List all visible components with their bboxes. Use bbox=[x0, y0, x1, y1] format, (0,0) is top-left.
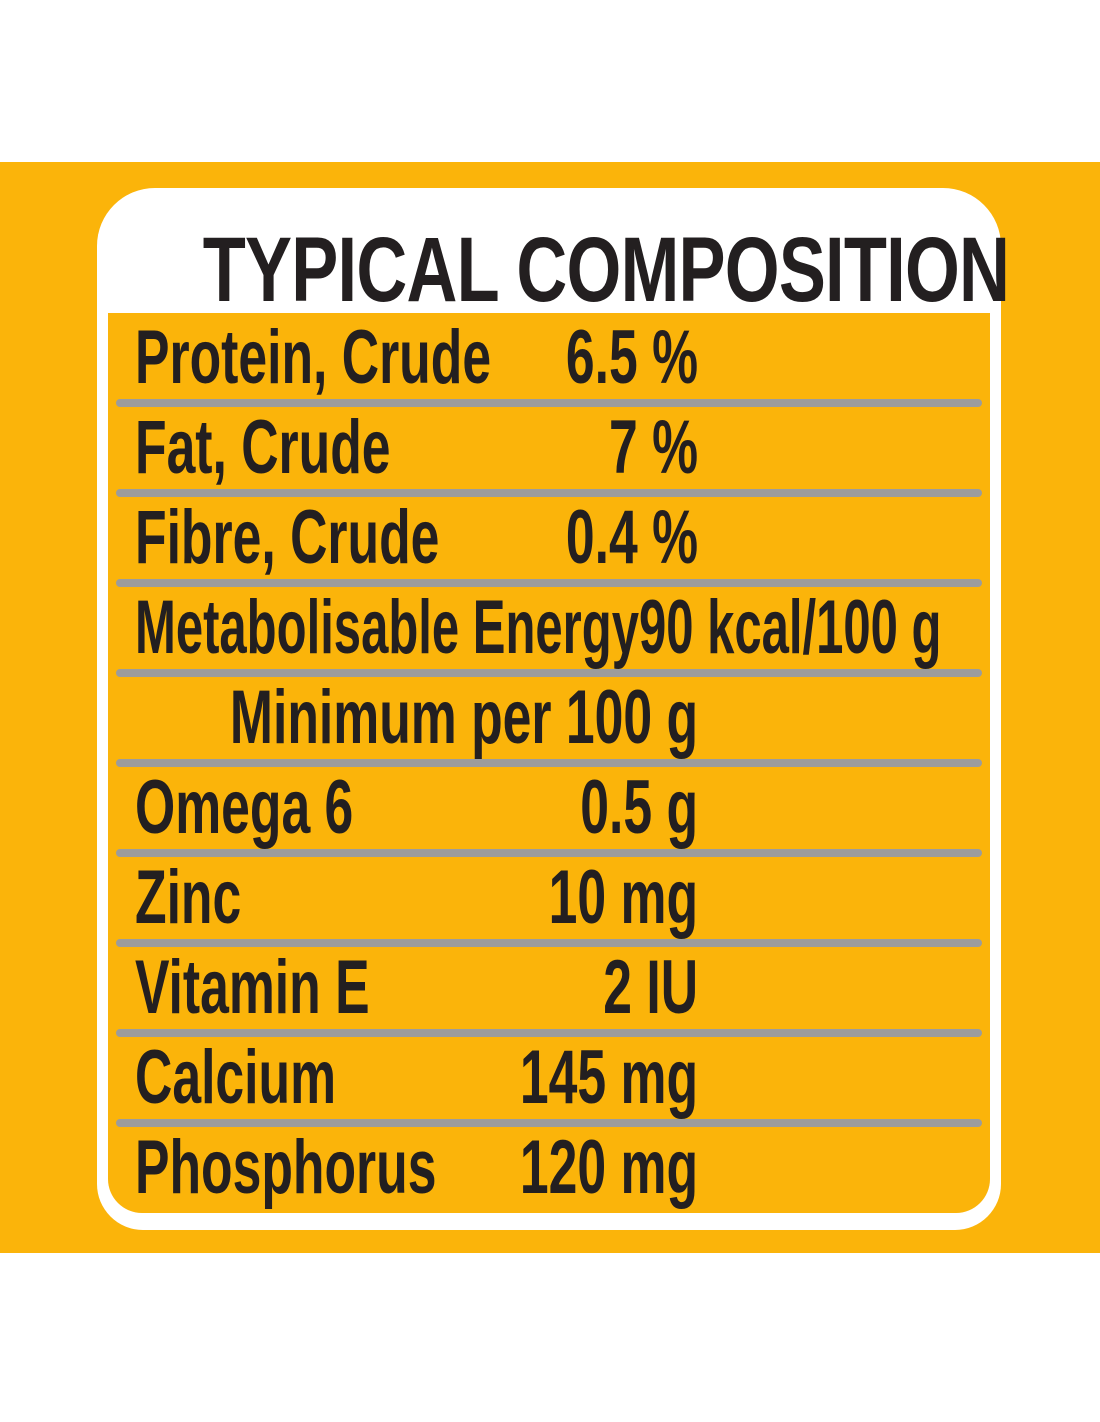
table-row: Fat, Crude 7 % bbox=[108, 403, 990, 493]
row-separator bbox=[116, 489, 982, 497]
row-separator bbox=[116, 669, 982, 677]
nutrient-value: 145 mg bbox=[519, 1035, 699, 1120]
row-line: Phosphorus 120 mg bbox=[135, 1123, 698, 1213]
row-separator bbox=[116, 939, 982, 947]
row-separator bbox=[116, 759, 982, 767]
composition-card: TYPICAL COMPOSITION Protein, Crude 6.5 %… bbox=[97, 188, 1010, 1230]
row-line: Protein, Crude 6.5 % bbox=[135, 313, 698, 403]
row-separator bbox=[116, 1119, 982, 1127]
row-separator bbox=[116, 579, 982, 587]
table-row: Omega 6 0.5 g bbox=[108, 763, 990, 853]
nutrient-label: Calcium bbox=[135, 1035, 337, 1120]
row-line: Minimum per 100 g bbox=[135, 673, 698, 763]
composition-table: Protein, Crude 6.5 % Fat, Crude 7 % Fibr… bbox=[108, 313, 990, 1213]
nutrient-value: 10 mg bbox=[548, 855, 699, 940]
nutrient-value: 6.5 % bbox=[565, 315, 699, 400]
nutrient-value: 2 IU bbox=[603, 945, 699, 1030]
table-row: Calcium 145 mg bbox=[108, 1033, 990, 1123]
table-row: Metabolisable Energy 90 kcal/100 g bbox=[108, 583, 990, 673]
row-line: Calcium 145 mg bbox=[135, 1033, 698, 1123]
table-row: Fibre, Crude 0.4 % bbox=[108, 493, 990, 583]
page-title: TYPICAL COMPOSITION bbox=[202, 219, 1010, 321]
nutrient-label: Fat, Crude bbox=[135, 405, 391, 490]
row-separator bbox=[116, 399, 982, 407]
nutrient-label: Zinc bbox=[135, 855, 242, 940]
row-line: Vitamin E 2 IU bbox=[135, 943, 698, 1033]
nutrient-label: Protein, Crude bbox=[135, 315, 492, 400]
nutrient-label: Fibre, Crude bbox=[135, 495, 440, 580]
nutrient-value: 0.4 % bbox=[565, 495, 699, 580]
table-row: Zinc 10 mg bbox=[108, 853, 990, 943]
nutrient-label: Omega 6 bbox=[135, 765, 354, 850]
nutrient-value: 7 % bbox=[608, 405, 699, 490]
row-line: Fat, Crude 7 % bbox=[135, 403, 698, 493]
nutrient-label: Metabolisable Energy bbox=[135, 585, 639, 670]
nutrient-label: Vitamin E bbox=[135, 945, 370, 1030]
nutrient-value: 120 mg bbox=[519, 1125, 699, 1210]
table-row: Vitamin E 2 IU bbox=[108, 943, 990, 1033]
table-row: Protein, Crude 6.5 % bbox=[108, 313, 990, 403]
nutrient-value: 0.5 g bbox=[580, 765, 699, 850]
table-row: Phosphorus 120 mg bbox=[108, 1123, 990, 1213]
nutrient-value: 90 kcal/100 g bbox=[638, 585, 942, 670]
row-separator bbox=[116, 849, 982, 857]
row-separator bbox=[116, 1029, 982, 1037]
section-header: Minimum per 100 g bbox=[229, 675, 699, 760]
row-line: Zinc 10 mg bbox=[135, 853, 698, 943]
nutrient-label: Phosphorus bbox=[135, 1125, 437, 1210]
table-section-row: Minimum per 100 g bbox=[108, 673, 990, 763]
row-line: Fibre, Crude 0.4 % bbox=[135, 493, 698, 583]
row-line: Omega 6 0.5 g bbox=[135, 763, 698, 853]
row-line: Metabolisable Energy 90 kcal/100 g bbox=[135, 583, 941, 673]
